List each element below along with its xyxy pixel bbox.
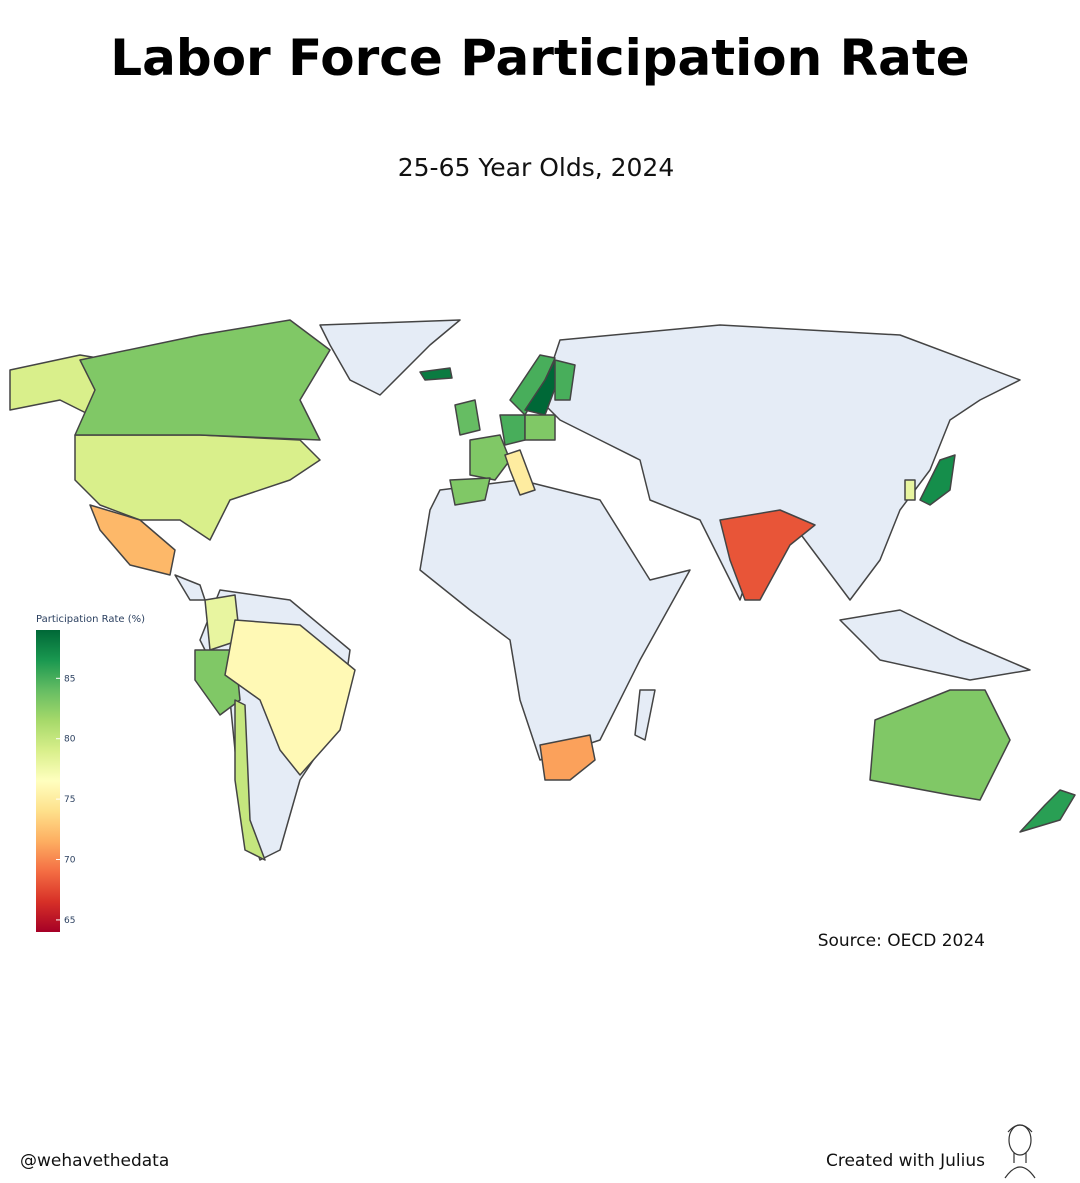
julius-logo [1004,1124,1036,1179]
country [869,689,1011,801]
country [539,734,596,781]
colorbar-tick-label: 85 [64,674,75,684]
country [419,367,453,381]
colorbar-tick-label: 65 [64,916,75,926]
country [234,699,266,861]
country [919,454,956,506]
no-data-land [839,609,1031,681]
colorbar-scale [36,630,60,932]
country [504,449,536,496]
handle: @wehavethedata [20,1151,169,1171]
colorbar: Participation Rate (%) 65 70 75 80 85 [36,614,145,932]
country [499,414,526,446]
country [449,477,491,506]
colorbar-tick-label: 70 [64,856,76,866]
no-data-land [634,689,656,741]
country [1019,789,1076,833]
country [554,359,576,401]
country [524,414,556,441]
country [224,619,356,776]
map [9,319,1076,861]
colorbar-title: Participation Rate (%) [36,614,145,625]
subtitle: 25-65 Year Olds, 2024 [398,153,675,182]
colorbar-tick-label: 80 [64,735,76,745]
country [74,319,331,441]
no-data-land [539,324,1021,601]
country [89,504,176,576]
country [454,399,481,436]
source: Source: OECD 2024 [818,931,985,951]
no-data-land [319,319,461,396]
credit: Created with Julius [826,1151,985,1171]
country [719,509,816,601]
no-data-land [174,574,206,601]
country [904,479,916,501]
title: Labor Force Participation Rate [110,29,969,87]
country [469,434,511,481]
colorbar-tick-label: 75 [64,795,75,805]
